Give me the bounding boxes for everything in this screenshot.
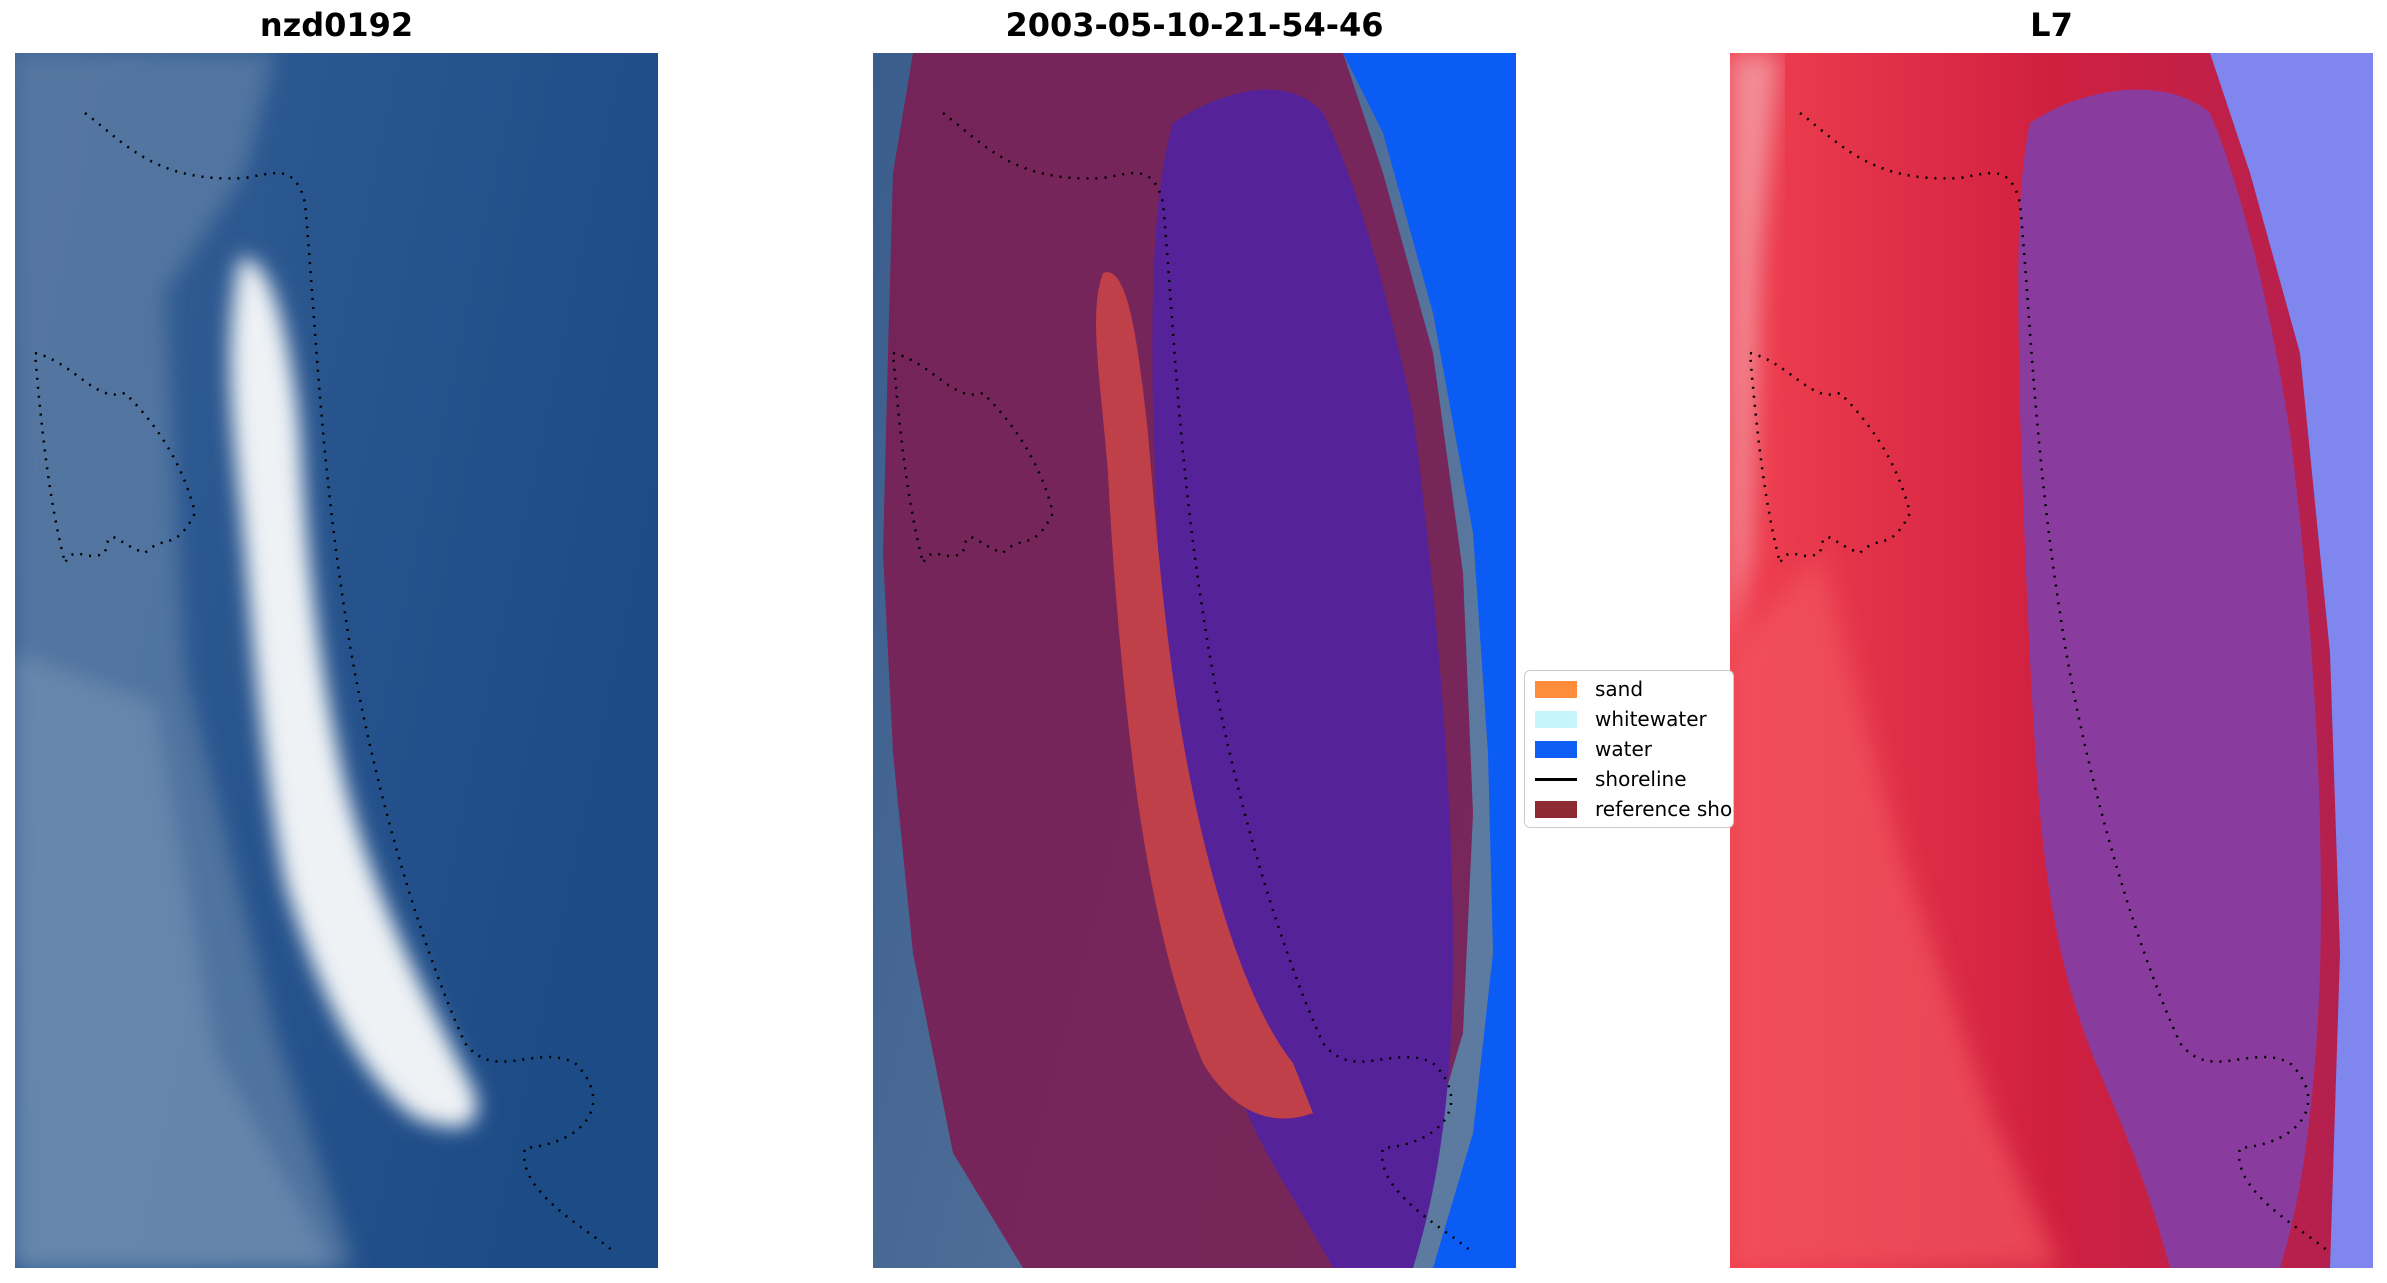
beach-sandspit [230,257,477,1128]
legend-swatch-whitewater [1535,710,1577,728]
legend-swatch-sand [1535,680,1577,698]
reference-lagoon-trace [891,351,1055,567]
legend-label-sand: sand [1595,677,1644,701]
open-water-region [1343,53,1516,1268]
legend-item-whitewater: whitewater [1535,707,1707,731]
legend-label-shoreline: shoreline [1595,767,1687,791]
reference-lagoon-trace [33,351,197,567]
legend-item-water: water [1535,737,1652,761]
rgb-image-panel [15,53,658,1268]
land-area-south [15,653,335,1268]
legend-swatch-reference-shoreline [1535,800,1577,818]
index-blue-region [2210,53,2373,1268]
legend-label-whitewater: whitewater [1595,707,1707,731]
classification-panel [873,53,1516,1268]
legend-item-reference-shoreline: reference sho [1535,797,1732,821]
sand-class [1096,272,1313,1119]
index-land-red [1730,553,2060,1268]
legend-line-shoreline [1535,777,1577,781]
legend-label-reference-shoreline: reference sho [1595,797,1733,821]
panel-title-rgb: nzd0192 [259,6,414,44]
index-panel [1730,53,2373,1268]
rgb-satellite-image [15,53,658,1268]
legend-item-sand: sand [1535,677,1643,701]
legend: sand whitewater water shoreline referenc… [1524,670,1734,828]
legend-item-shoreline: shoreline [1535,767,1687,791]
reference-lagoon-trace [1748,351,1912,567]
index-image [1730,53,2373,1268]
panel-title-classification: 2003-05-10-21-54-46 [1005,6,1384,44]
index-purple-region [2018,89,2321,1268]
bright-corner [1730,53,1780,653]
legend-label-water: water [1595,737,1652,761]
panel-title-index: L7 [2030,6,2073,44]
classification-image [873,53,1516,1268]
legend-swatch-water [1535,740,1577,758]
